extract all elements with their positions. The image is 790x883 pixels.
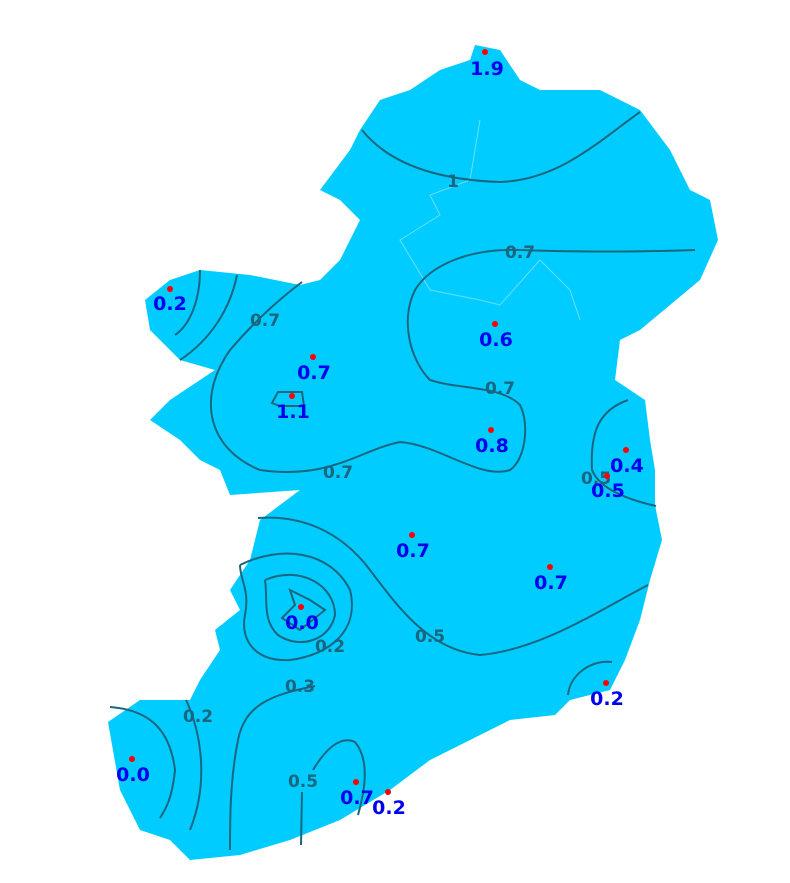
land-border: [399, 119, 581, 321]
contour-0.3-south: [229, 685, 316, 851]
station-dot: [409, 532, 415, 538]
contour-west-1: [174, 269, 201, 336]
station-dot: [167, 286, 173, 292]
contour-label: 0.5: [581, 469, 611, 489]
contour-label: 0.3: [285, 677, 315, 697]
contour-lines: [109, 111, 696, 851]
contour-0.5-mid: [257, 516, 649, 657]
station-dot: [604, 473, 610, 479]
contour-0.5-south: [300, 739, 366, 846]
station-value: 0.0: [285, 612, 319, 634]
station-value: 0.7: [534, 572, 568, 594]
contour-label: 0.5: [288, 772, 318, 792]
station-value: 1.9: [470, 58, 504, 80]
contour-label: 0.7: [505, 243, 535, 263]
station-value: 0.2: [153, 293, 187, 315]
station-dot: [623, 447, 629, 453]
station-value: 0.0: [116, 764, 150, 786]
contour-west-2: [179, 274, 238, 361]
contour-0.3-ring: [239, 552, 353, 662]
contour-label: 0.7: [485, 379, 515, 399]
station-dot: [289, 393, 295, 399]
station-dot: [129, 756, 135, 762]
contour-label: 0.7: [250, 311, 280, 331]
station-dot: [482, 49, 488, 55]
station-value: 0.7: [297, 362, 331, 384]
station-dot: [298, 604, 304, 610]
station-value: 0.8: [475, 435, 509, 457]
contour-0.2-ring: [264, 574, 337, 644]
station-value: 0.4: [610, 455, 644, 477]
station-value: 0.6: [479, 329, 513, 351]
contour-0.5-east: [590, 399, 657, 507]
station-dot: [603, 680, 609, 686]
contour-1.1: [270, 391, 306, 407]
contour-label: 0.5: [415, 627, 445, 647]
station-value: 0.7: [396, 540, 430, 562]
ireland-landmass: [108, 45, 718, 860]
contour-0.0-ring: [280, 588, 327, 632]
station-dot: [492, 321, 498, 327]
contour-label: 1: [447, 172, 459, 192]
station-dot: [310, 354, 316, 360]
contour-label: 0.7: [323, 463, 353, 483]
station-value: 0.7: [340, 787, 374, 809]
contour-label: 0.2: [315, 637, 345, 657]
station-dot: [353, 779, 359, 785]
station-dot: [488, 427, 494, 433]
contour-0.2-se: [567, 660, 613, 696]
contour-1: [361, 111, 641, 184]
station-value: 0.2: [372, 797, 406, 819]
contour-0.0-sw: [109, 706, 177, 819]
stations: 1.9 0.2 0.6 0.7 1.1 0.8 0.4 0.5 0.7 0.7 …: [116, 49, 644, 819]
station-dot: [547, 564, 553, 570]
contour-0.7-north: [209, 248, 696, 474]
station-value: 0.5: [591, 480, 625, 502]
station-value: 0.2: [590, 688, 624, 710]
station-dot: [385, 789, 391, 795]
station-value: 1.1: [276, 401, 310, 423]
contour-labels: 1 0.7 0.7 0.7 0.7 0.5 0.5 0.2 0.3 0.2 0.…: [183, 172, 611, 792]
contour-0.2-sw: [185, 699, 203, 831]
contour-label: 0.2: [183, 707, 213, 727]
